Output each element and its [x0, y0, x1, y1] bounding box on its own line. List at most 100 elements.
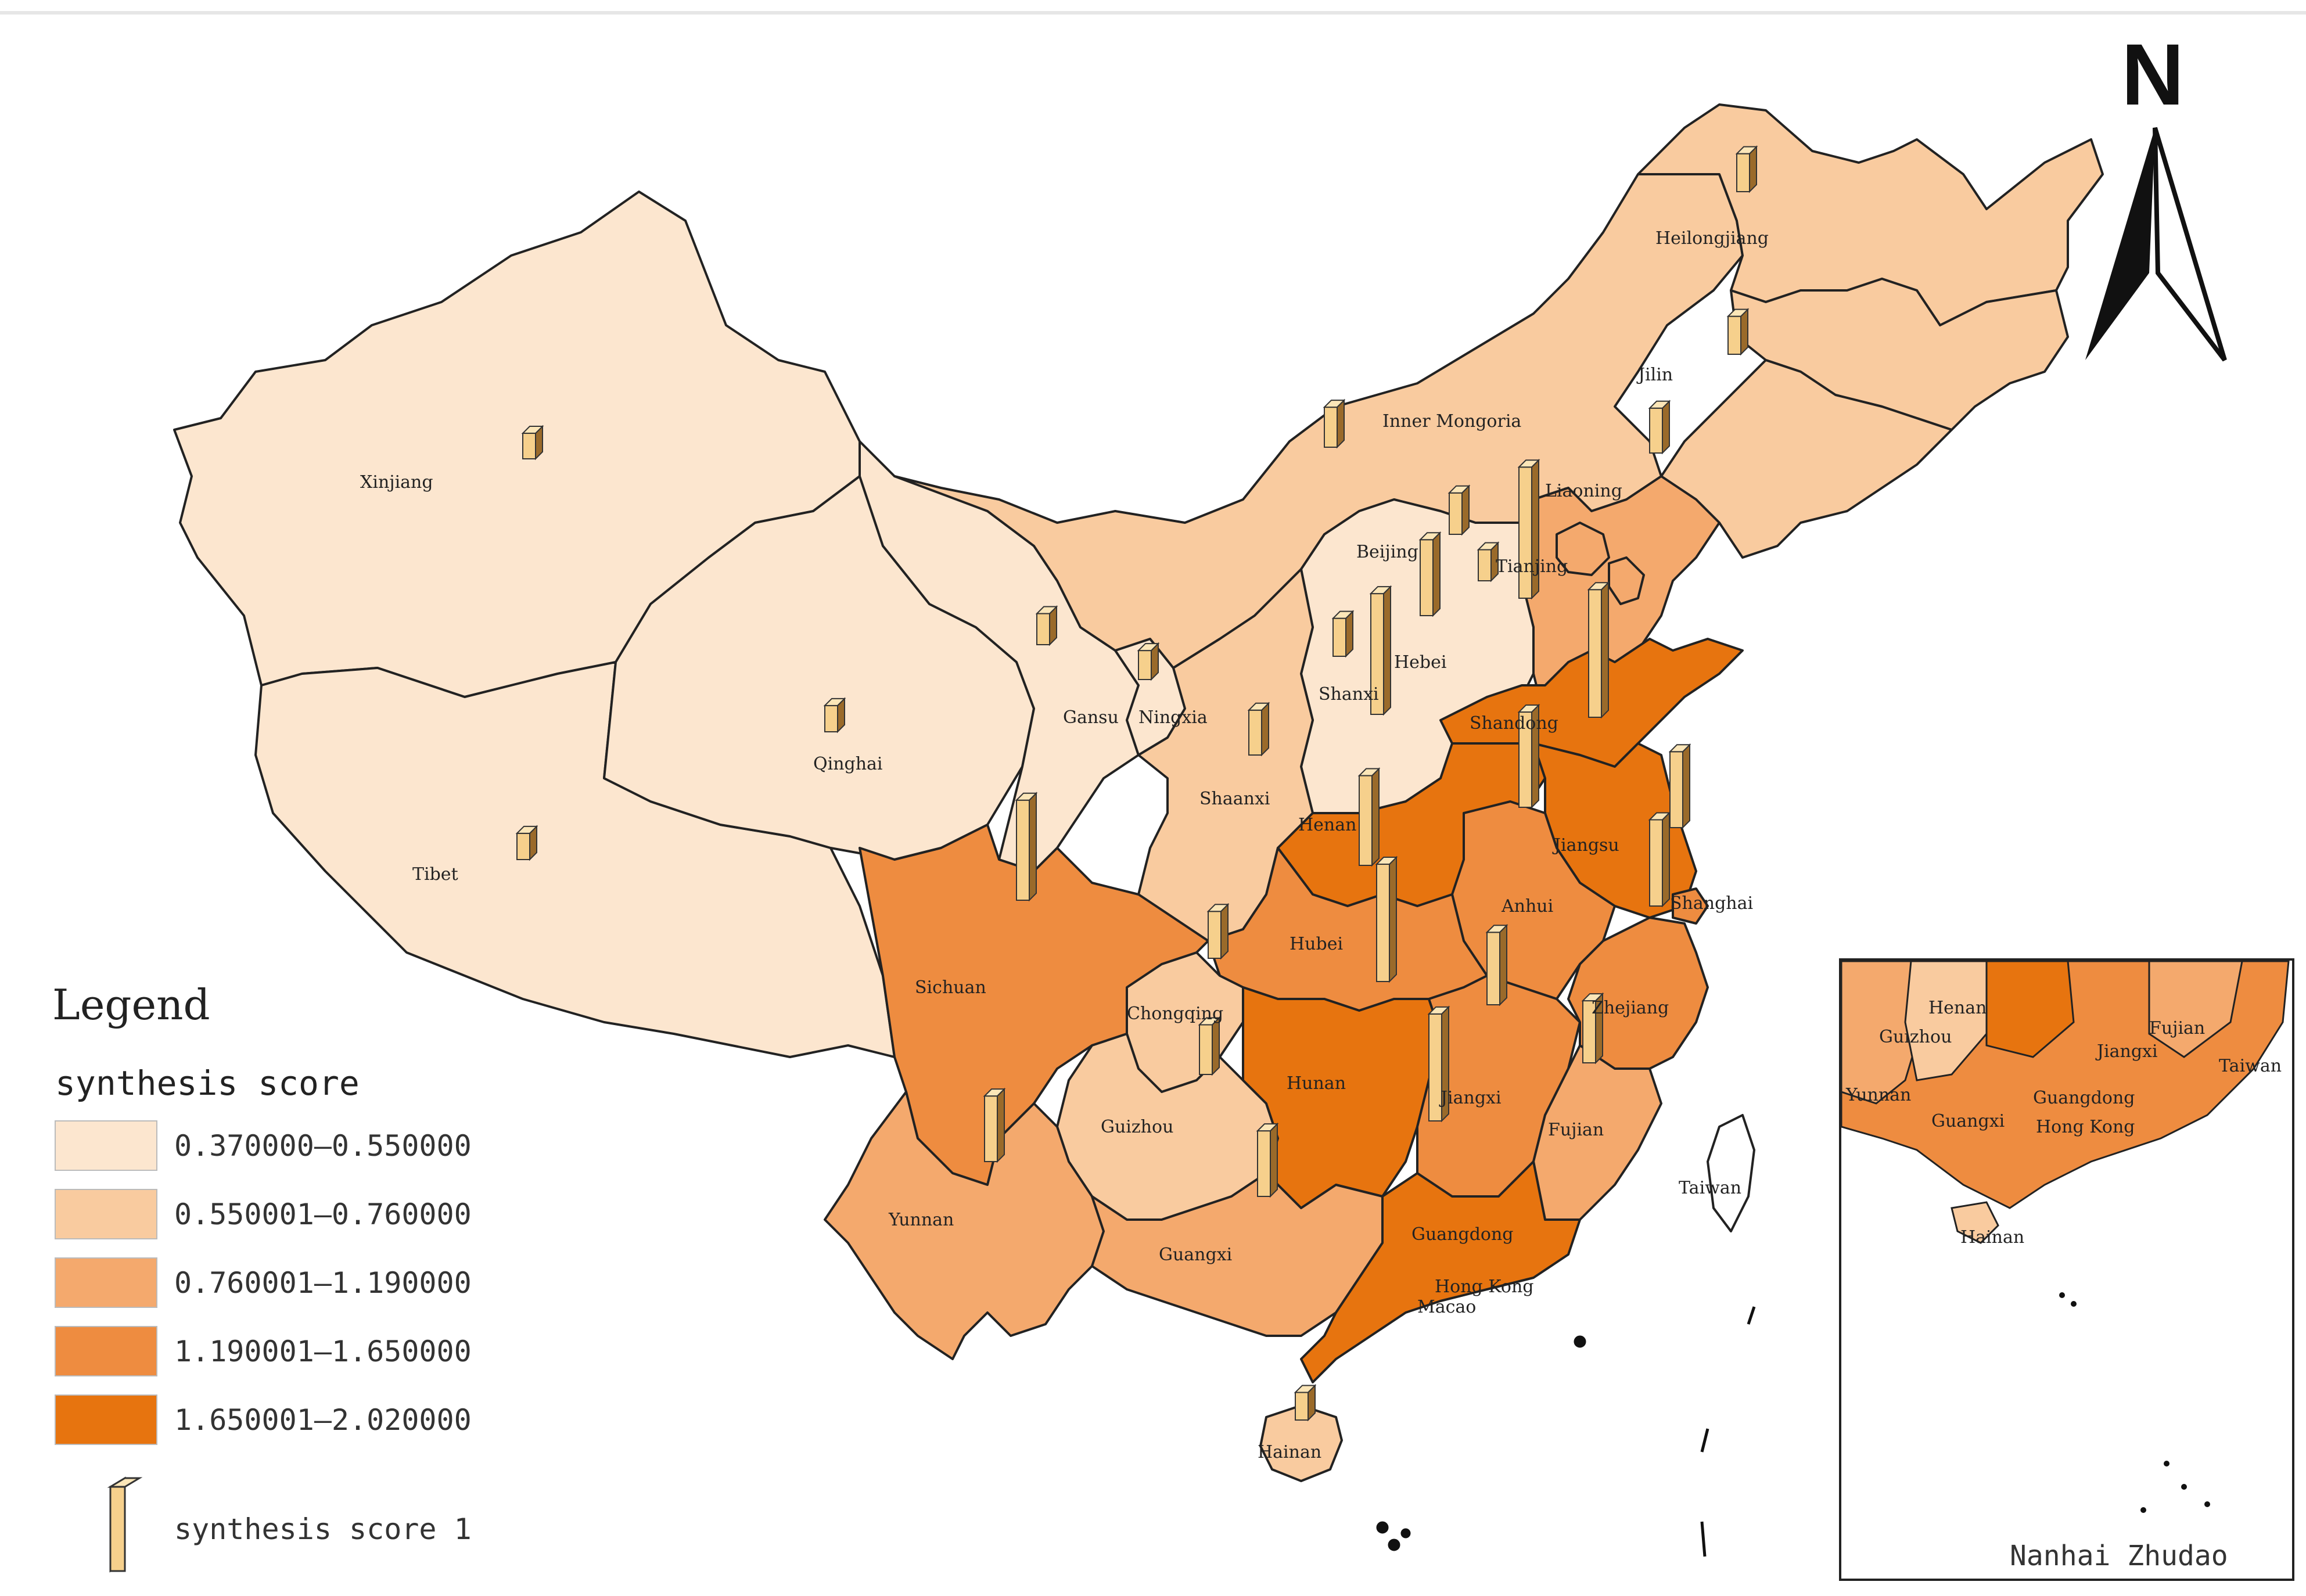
province-beijing — [1556, 522, 1610, 576]
province-bar — [1485, 923, 1508, 1007]
legend-class-label: 0.550001—0.760000 — [174, 1198, 472, 1231]
province-bar — [1648, 811, 1671, 908]
legend-class-label: 0.760001—1.190000 — [174, 1266, 472, 1300]
province-bar — [1477, 541, 1500, 583]
legend-bar-symbol — [107, 1476, 143, 1573]
legend-swatch — [55, 1189, 157, 1239]
province-bar — [1035, 605, 1058, 646]
province-label: Sichuan — [915, 977, 986, 998]
province-label: Ningxia — [1138, 707, 1208, 728]
inset-province-label: Hong Kong — [2036, 1117, 2135, 1137]
north-arrow: N — [2085, 26, 2227, 362]
province-bar — [1726, 308, 1750, 356]
inset-label: Nanhai Zhudao — [2010, 1540, 2228, 1572]
province-label: Guizhou — [1101, 1117, 1173, 1137]
legend-bar-label: synthesis score 1 — [174, 1512, 472, 1546]
province-bar — [1581, 992, 1604, 1065]
label-hongkong: Hong Kong — [1435, 1277, 1533, 1297]
province-bar — [1668, 743, 1691, 829]
province-label: Zhejiang — [1592, 998, 1669, 1018]
province-bar — [1447, 484, 1471, 536]
legend-swatch — [55, 1326, 157, 1376]
inset-province-label: Guizhou — [1879, 1027, 1952, 1047]
province-label: Jiangxi — [1439, 1088, 1502, 1108]
province-label: Shanxi — [1319, 684, 1379, 704]
inset-province-label: Taiwan — [2219, 1056, 2282, 1076]
province-bar — [1517, 703, 1540, 809]
province-guangdong — [1300, 1160, 1581, 1383]
province-bar — [1294, 1384, 1317, 1422]
province-bar — [1323, 398, 1346, 449]
province-qinghai — [603, 475, 1035, 861]
province-label: Hebei — [1394, 652, 1446, 673]
province-label: Liaoning — [1545, 481, 1622, 501]
province-label: Hunan — [1287, 1073, 1346, 1094]
province-hunan — [1242, 986, 1442, 1209]
province-bar — [1418, 531, 1442, 617]
province-shanghai — [1672, 887, 1709, 925]
province-bar — [515, 825, 538, 861]
province-label: Heilongjiang — [1655, 228, 1769, 249]
province-bar — [1198, 1016, 1221, 1076]
province-label: Qinghai — [813, 754, 883, 774]
province-bar — [1331, 610, 1355, 658]
province-bar — [1206, 903, 1230, 960]
province-liaoning — [1660, 359, 1953, 559]
label-taiwan: Taiwan — [1679, 1178, 1741, 1198]
province-label: Hubei — [1290, 934, 1343, 954]
province-label: Guangdong — [1411, 1224, 1514, 1245]
province-bar — [1137, 642, 1160, 681]
province-bar — [983, 1087, 1006, 1163]
province-label: Tibet — [412, 864, 458, 885]
province-label: Anhui — [1501, 896, 1553, 916]
inset-province-label: Guangxi — [1931, 1111, 2005, 1131]
south-china-sea-marks — [1376, 1306, 1756, 1557]
legend-title: Legend — [52, 980, 210, 1029]
province-bar — [1256, 1122, 1279, 1198]
legend-swatch — [55, 1394, 157, 1445]
inset-province-label: Fujian — [2149, 1018, 2205, 1038]
province-bar — [1648, 400, 1671, 455]
province-label: Guangxi — [1159, 1245, 1232, 1265]
province-label: Gansu — [1063, 707, 1119, 728]
inset-province-label: Yunnan — [1845, 1085, 1911, 1105]
north-letter: N — [2121, 26, 2184, 123]
legend-class-label: 0.370000—0.550000 — [174, 1129, 472, 1163]
province-label: Shaanxi — [1199, 789, 1270, 809]
province-label: Yunnan — [888, 1210, 954, 1230]
province-bar — [1357, 767, 1381, 867]
province-label: Inner Mongoria — [1382, 411, 1521, 432]
province-bar — [1375, 855, 1398, 983]
province-bar — [823, 697, 846, 734]
inset-province-label: Guangdong — [2033, 1088, 2135, 1108]
legend-swatch — [55, 1257, 157, 1308]
province-label: Xinjiang — [360, 472, 433, 493]
province-bar — [1369, 585, 1392, 716]
province-label: Henan — [1298, 815, 1356, 835]
province-bar — [1247, 702, 1270, 757]
inset-province-label: Hainan — [1960, 1227, 2024, 1248]
province-bar — [1517, 458, 1540, 600]
inset-nanhai: Nanhai Zhudao Guizhou Henan Jiangxi Fujian T… — [1839, 958, 2294, 1581]
province-taiwan — [1707, 1114, 1755, 1232]
inset-province-label: Henan — [1928, 998, 1987, 1018]
province-label: Fujian — [1548, 1120, 1604, 1140]
province-label: Jilin — [1636, 365, 1673, 385]
province-label: Tianjing — [1496, 556, 1568, 577]
legend-subtitle: synthesis score — [55, 1063, 360, 1103]
province-label: Shandong — [1470, 713, 1558, 734]
legend-swatch — [55, 1120, 157, 1171]
province-label: Chongqing — [1127, 1004, 1223, 1024]
label-macao: Macao — [1417, 1297, 1476, 1317]
province-bar — [1587, 581, 1610, 719]
province-bar — [521, 425, 544, 461]
inset-province-label: Jiangxi — [2095, 1041, 2158, 1062]
province-label: Hainan — [1258, 1442, 1321, 1462]
province-label: Jiangsu — [1552, 835, 1619, 855]
province-bar — [1427, 1005, 1450, 1123]
province-bar — [1735, 145, 1758, 193]
province-label: Shanghai — [1670, 893, 1753, 914]
province-bar — [1015, 792, 1038, 902]
legend-class-label: 1.650001—2.020000 — [174, 1403, 472, 1437]
